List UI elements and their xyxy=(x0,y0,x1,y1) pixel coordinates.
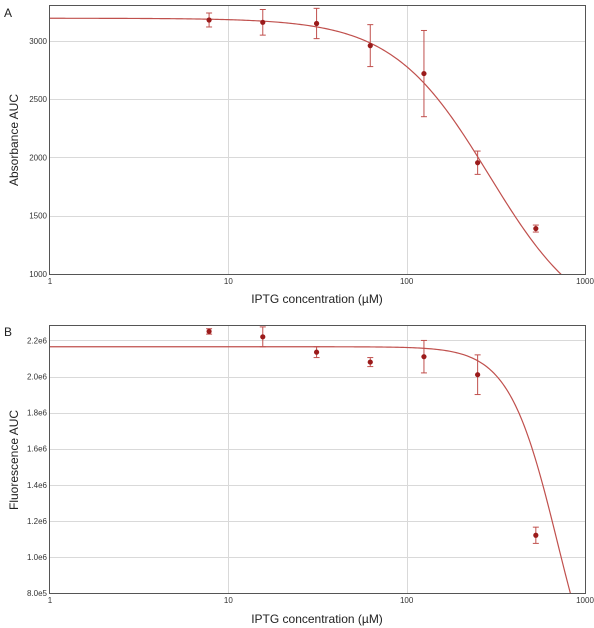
point-marker xyxy=(260,334,266,340)
point-marker xyxy=(206,17,212,23)
point-marker xyxy=(367,359,373,365)
panel-b-fit-curve xyxy=(50,346,571,593)
panel-a-x-tick-label: 1000 xyxy=(576,277,594,286)
panel-a-letter: A xyxy=(4,6,12,20)
panel-a-y-tick-label: 3000 xyxy=(29,37,47,46)
point-marker xyxy=(475,160,481,166)
panel-a-plot-frame xyxy=(49,5,586,275)
panel-b-x-tick-label: 10 xyxy=(224,596,233,605)
panel-a-x-tick-label: 10 xyxy=(224,277,233,286)
panel-b-grid xyxy=(50,326,585,593)
panel-b-data-point xyxy=(474,354,481,396)
panel-a-y-tick-label: 2500 xyxy=(29,95,47,104)
panel-b-points xyxy=(206,326,539,544)
panel-b-x-tick-label: 1000 xyxy=(576,596,594,605)
panel-b-y-tick-label: 8.0e5 xyxy=(27,589,48,598)
point-marker xyxy=(367,43,373,49)
panel-b-data-point xyxy=(420,339,427,374)
panel-b-y-tick-label: 1.8e6 xyxy=(27,409,48,418)
panel-b-x-ticks: 1 10 100 1000 xyxy=(48,596,594,605)
panel-a-y-tick-label: 1000 xyxy=(29,270,47,279)
panel-a-data-point xyxy=(474,150,481,175)
panel-a-data-point xyxy=(313,7,320,40)
point-marker xyxy=(421,354,427,360)
panel-a-fit-curve xyxy=(50,17,562,274)
point-marker xyxy=(533,532,539,538)
panel-a: A 1 10 100 1000 1000 1500 2000 2500 3000 IPTG c… xyxy=(4,5,594,306)
point-marker xyxy=(533,225,539,232)
panel-a-data-point xyxy=(532,224,539,233)
panel-b-data-point xyxy=(367,357,374,368)
panel-b-y-axis-label: Fluorescence AUC xyxy=(7,410,21,510)
panel-b-letter: B xyxy=(4,325,12,339)
point-marker xyxy=(260,19,266,25)
panel-a-y-axis-label: Absorbance AUC xyxy=(7,94,21,186)
panel-b-plot-frame xyxy=(49,325,586,594)
panel-b: B 1 10 100 1000 8.0e5 1.0e6 1.2e6 1.4e6 1.6e6 1.… xyxy=(4,325,594,626)
panel-b-y-tick-label: 1.6e6 xyxy=(27,445,48,454)
panel-b-data-point xyxy=(259,326,266,348)
panel-a-x-tick-label: 1 xyxy=(48,277,53,286)
panel-b-y-tick-label: 1.4e6 xyxy=(27,481,48,490)
panel-b-data-point xyxy=(313,346,320,359)
panel-a-data-point xyxy=(420,29,427,118)
panel-a-y-ticks: 1000 1500 2000 2500 3000 xyxy=(29,37,47,279)
panel-a-fit-line xyxy=(50,17,562,274)
panel-b-y-tick-label: 2.2e6 xyxy=(27,336,48,345)
panel-a-y-tick-label: 2000 xyxy=(29,153,47,162)
panel-a-x-ticks: 1 10 100 1000 xyxy=(48,277,594,286)
panel-a-x-axis-label: IPTG concentration (µM) xyxy=(251,292,383,306)
panel-a-data-point xyxy=(259,8,266,36)
panel-b-y-tick-label: 2.0e6 xyxy=(27,373,48,382)
panel-b-y-tick-label: 1.0e6 xyxy=(27,553,48,562)
panel-b-x-tick-label: 100 xyxy=(400,596,414,605)
panel-b-x-axis-label: IPTG concentration (µM) xyxy=(251,612,383,626)
panel-b-data-point xyxy=(532,526,539,544)
panel-a-x-tick-label: 100 xyxy=(400,277,414,286)
point-marker xyxy=(475,372,481,378)
point-marker xyxy=(313,20,320,27)
point-marker xyxy=(206,328,212,335)
panel-a-points xyxy=(206,7,539,233)
panel-a-data-point xyxy=(206,12,213,28)
panel-a-y-tick-label: 1500 xyxy=(29,212,47,221)
panel-a-grid xyxy=(50,6,585,274)
point-marker xyxy=(421,70,427,77)
panel-b-data-point xyxy=(206,328,213,335)
panel-b-fit-line xyxy=(50,346,571,593)
panel-b-y-tick-label: 1.2e6 xyxy=(27,517,48,526)
panel-b-y-ticks: 8.0e5 1.0e6 1.2e6 1.4e6 1.6e6 1.8e6 2.0e6 2.2e6 xyxy=(27,336,48,598)
point-marker xyxy=(313,349,320,355)
panel-a-data-point xyxy=(367,24,374,68)
panel-b-x-tick-label: 1 xyxy=(48,596,53,605)
